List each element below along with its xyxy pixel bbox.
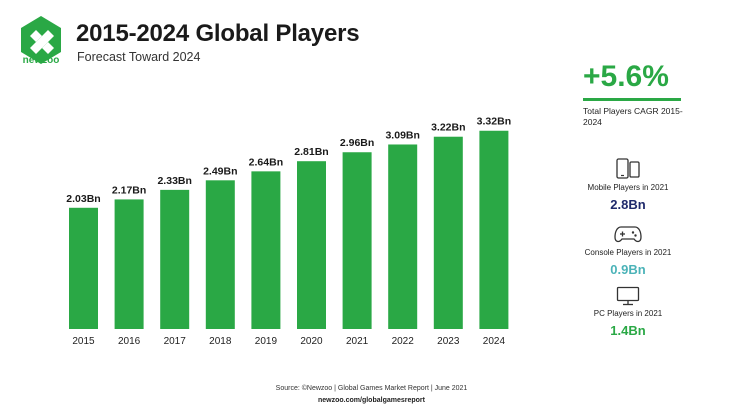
data-label-2019: 2.64Bn [249, 156, 283, 168]
newzoo-logo [21, 16, 61, 64]
bar-2019 [251, 171, 281, 329]
console-value: 0.9Bn [610, 262, 646, 277]
mobile-value: 2.8Bn [610, 197, 646, 212]
mobile-devices-icon [616, 158, 640, 179]
x-tick-label-2024: 2024 [483, 336, 506, 347]
data-label-2017: 2.33Bn [157, 175, 191, 187]
source-url: newzoo.com/globalgamesreport [318, 397, 425, 404]
gamepad-icon [614, 226, 642, 243]
x-tick-label-2019: 2019 [255, 336, 278, 347]
data-label-2024: 3.32Bn [477, 116, 511, 128]
x-tick-label-2016: 2016 [118, 336, 141, 347]
logo-wordmark: newzoo [22, 55, 60, 66]
console-label: Console Players in 2021 [584, 248, 672, 257]
data-label-2015: 2.03Bn [66, 193, 100, 205]
x-tick-label-2017: 2017 [164, 336, 187, 347]
data-label-2022: 3.09Bn [385, 129, 419, 141]
cagr-label: Total Players CAGR 2015-2024 [583, 106, 683, 127]
x-tick-label-2023: 2023 [437, 336, 460, 347]
bar-2021 [342, 152, 372, 329]
bar-2017 [160, 189, 190, 329]
bar-2015 [69, 207, 98, 329]
data-label-2023: 3.22Bn [431, 122, 465, 134]
mobile-label: Mobile Players in 2021 [587, 183, 669, 192]
page-subtitle: Forecast Toward 2024 [77, 50, 201, 64]
x-tick-label-2020: 2020 [300, 336, 323, 347]
monitor-icon [616, 286, 640, 306]
data-label-2020: 2.81Bn [294, 146, 328, 158]
source-note: Source: ©Newzoo | Global Games Market Re… [275, 385, 468, 392]
cagr-value: +5.6% [583, 60, 669, 93]
bar-2023 [433, 136, 463, 329]
data-label-2016: 2.17Bn [112, 184, 146, 196]
data-label-2018: 2.49Bn [203, 165, 237, 177]
bar-2020 [297, 161, 326, 329]
cagr-divider [583, 98, 681, 101]
data-label-2021: 2.96Bn [340, 137, 374, 149]
bar-2024 [479, 130, 509, 329]
x-tick-label-2018: 2018 [209, 336, 232, 347]
bar-2016 [114, 199, 144, 329]
x-tick-label-2015: 2015 [72, 336, 95, 347]
pc-value: 1.4Bn [610, 323, 646, 338]
page-title: 2015-2024 Global Players [76, 20, 360, 47]
pc-stat: PC Players in 2021 1.4Bn [578, 286, 678, 338]
bar-2018 [205, 180, 235, 329]
pc-label: PC Players in 2021 [593, 309, 663, 318]
x-tick-label-2022: 2022 [392, 336, 415, 347]
x-tick-label-2021: 2021 [346, 336, 369, 347]
console-stat: Console Players in 2021 0.9Bn [578, 223, 678, 277]
bar-chart: 2.03Bn 2015 2.17Bn 2016 2.33Bn 2017 2.49Bn 2018… [66, 116, 511, 347]
bar-2022 [388, 144, 418, 329]
mobile-stat: Mobile Players in 2021 2.8Bn [578, 158, 678, 212]
